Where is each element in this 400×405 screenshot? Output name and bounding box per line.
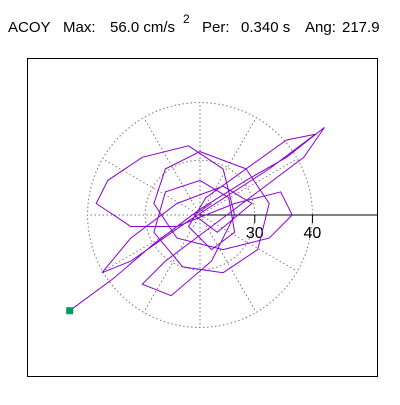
- per-value: 0.340 s: [241, 19, 290, 36]
- max-value: 56.0 cm/s: [110, 19, 175, 36]
- grid-spoke: [199, 158, 298, 216]
- grid-spoke: [102, 158, 201, 216]
- start-marker: [66, 307, 74, 315]
- grid-spoke: [143, 117, 201, 216]
- plot-frame: [27, 58, 378, 377]
- x-tick-label: 40: [304, 225, 322, 242]
- x-tick-label: 30: [246, 225, 264, 242]
- ang-label: Ang:: [305, 19, 336, 36]
- grid-spoke: [199, 214, 257, 313]
- channel: ACOY: [8, 19, 51, 36]
- ang-value: 217.9: [342, 19, 380, 36]
- max-exponent: 2: [183, 12, 190, 26]
- grid-spoke: [102, 214, 201, 272]
- max-label: Max:: [63, 19, 96, 36]
- per-label: Per:: [202, 19, 230, 36]
- orbit-trace: [69, 127, 325, 312]
- grid-spoke: [199, 117, 257, 216]
- grid-spoke: [143, 214, 201, 313]
